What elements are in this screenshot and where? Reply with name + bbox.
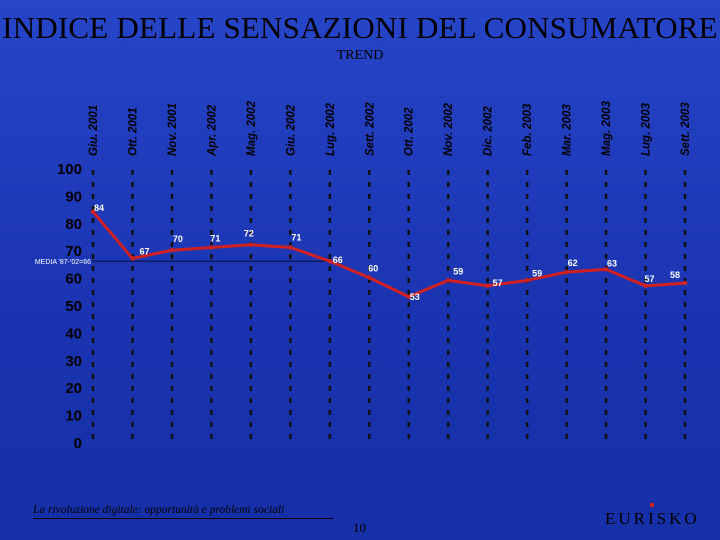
data-point <box>248 242 254 247</box>
data-label: 71 <box>210 233 220 243</box>
x-tick-label: Mag. 2002 <box>246 100 258 156</box>
x-tick-label: Lug. 2003 <box>641 102 653 156</box>
data-point <box>327 258 332 264</box>
data-label: 62 <box>568 258 578 268</box>
data-label: 67 <box>139 246 149 256</box>
data-point <box>130 256 135 261</box>
x-tick-label: Mar. 2003 <box>562 104 574 156</box>
data-label: 59 <box>532 268 542 278</box>
data-label: 84 <box>94 203 104 213</box>
data-label: 70 <box>173 234 183 244</box>
data-point <box>564 269 569 275</box>
brand-accent-dot <box>650 503 654 507</box>
footer-divider <box>33 518 333 519</box>
data-label: 57 <box>493 278 503 288</box>
x-tick-label: Giu. 2002 <box>285 104 297 156</box>
y-tick-label: 100 <box>57 161 82 178</box>
data-label: 72 <box>244 229 254 239</box>
slide-title: INDICE DELLE SENSAZIONI DEL CONSUMATORE <box>2 10 718 45</box>
slide-subtitle: TREND <box>336 48 384 63</box>
x-tick-label: Giu. 2001 <box>88 105 100 156</box>
x-tick-label: Ott. 2001 <box>127 107 139 156</box>
data-label: 53 <box>410 292 420 302</box>
data-point <box>90 209 96 215</box>
data-point <box>169 248 175 253</box>
data-point <box>603 267 609 272</box>
x-tick-label: Ott. 2002 <box>404 107 416 156</box>
x-tick-label: Dic. 2002 <box>483 106 495 156</box>
y-tick-label: 0 <box>74 435 82 452</box>
x-tick-label: Sett. 2003 <box>680 102 692 156</box>
data-point <box>643 283 648 289</box>
data-point <box>406 294 411 299</box>
y-tick-label: 40 <box>65 325 82 342</box>
data-label: 66 <box>333 255 343 265</box>
page-number: 10 <box>353 520 366 535</box>
footer-caption: La rivoluzione digitale: opportunità e p… <box>33 504 285 516</box>
data-label: 58 <box>670 270 680 280</box>
data-label: 57 <box>645 274 655 284</box>
y-tick-label: 70 <box>65 243 82 260</box>
y-tick-label: 60 <box>65 271 82 288</box>
data-label: 60 <box>368 264 378 274</box>
y-tick-label: 80 <box>65 216 82 233</box>
data-point <box>288 245 293 250</box>
data-point <box>446 278 451 283</box>
reference-line-label: MEDIA '87-'02=66 <box>35 259 91 266</box>
y-tick-label: 20 <box>65 380 82 397</box>
x-tick-label: Lug. 2002 <box>325 102 337 156</box>
brand-logo: EURISKO <box>605 509 700 528</box>
x-tick-label: Nov. 2002 <box>443 102 455 156</box>
x-tick-label: Mag. 2003 <box>601 100 613 156</box>
x-tick-label: Feb. 2003 <box>522 103 534 156</box>
y-tick-label: 30 <box>65 353 82 370</box>
data-point <box>209 245 214 250</box>
series-line <box>91 210 686 299</box>
data-label: 71 <box>291 232 301 242</box>
data-label: 59 <box>453 266 463 276</box>
x-tick-label: Sett. 2002 <box>364 102 376 156</box>
y-tick-label: 50 <box>65 298 82 315</box>
data-point <box>485 283 490 289</box>
data-point <box>367 275 372 280</box>
data-point <box>682 280 688 286</box>
x-tick-label: Nov. 2001 <box>167 103 179 156</box>
x-tick-label: Apr. 2002 <box>206 104 218 157</box>
y-tick-label: 90 <box>65 188 82 205</box>
data-label: 63 <box>607 258 617 268</box>
data-point <box>524 278 530 283</box>
y-tick-label: 10 <box>65 408 82 425</box>
